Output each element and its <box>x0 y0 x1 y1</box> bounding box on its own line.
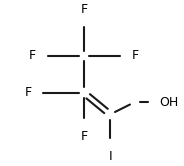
Text: F: F <box>80 3 88 16</box>
Text: I: I <box>108 150 112 163</box>
Text: OH: OH <box>159 96 179 109</box>
Text: F: F <box>80 130 88 143</box>
Text: F: F <box>25 86 32 99</box>
Text: F: F <box>132 49 139 62</box>
Text: F: F <box>29 49 36 62</box>
